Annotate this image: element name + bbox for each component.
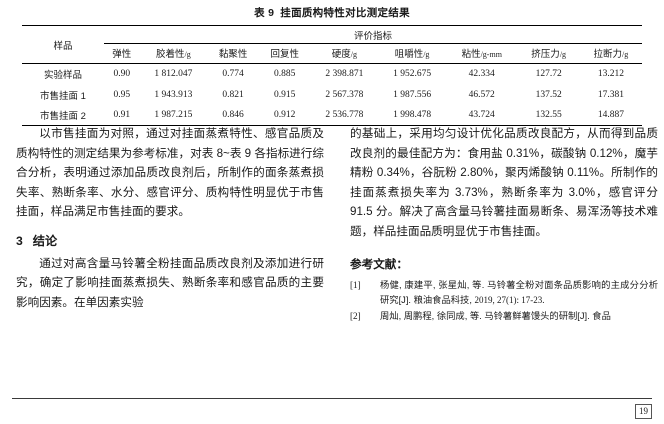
- row-1-col-1: 1 943.913: [154, 89, 193, 100]
- row-1-col-3: 0.915: [274, 89, 296, 100]
- header-col-3-label: 回复性: [270, 49, 299, 60]
- row-1-col-2: 0.821: [222, 89, 244, 100]
- table-body: 实验样品 0.90 1 812.047 0.774 0.885 2 398.87…: [22, 64, 642, 127]
- row-0-col-2: 0.774: [222, 69, 244, 80]
- row-0-col-7: 127.72: [535, 69, 562, 80]
- row-2-col-2: 0.846: [207, 104, 259, 127]
- section-number: 3: [16, 233, 23, 248]
- row-0-col-3: 0.885: [274, 69, 296, 80]
- reference-number: [1]: [350, 279, 361, 290]
- header-col-6-label: 粘性: [461, 49, 481, 60]
- table-header-row-sub: 弹性 胶着性/g 黏聚性 回复性 硬度/g 咀嚼性/g 粘性/g-mm 挤压力/…: [22, 43, 642, 64]
- row-2-col-1: 1 987.215: [139, 104, 208, 127]
- section-heading-conclusion: 3 结论: [16, 232, 324, 252]
- table-head: 样品 评价指标 弹性 胶着性/g 黏聚性 回复性 硬度/g 咀嚼性/g 粘性/g…: [22, 25, 642, 64]
- row-2-col-7: 132.55: [517, 104, 580, 127]
- header-col-4: 硬度/g: [310, 43, 379, 64]
- row-2-col-4: 2 536.778: [310, 104, 379, 127]
- header-col-1: 胶着性/g: [139, 43, 208, 64]
- header-col-8-label: 拉断力: [593, 49, 623, 60]
- row-1-col-0: 0.95: [113, 89, 131, 100]
- header-evaluation-index: 评价指标: [104, 25, 642, 44]
- header-col-4-unit: /g: [350, 50, 357, 59]
- left-column: 以市售挂面为对照，通过对挂面蒸煮特性、感官品质及质构特性的测定结果为参考标准，对…: [16, 124, 324, 392]
- texture-properties-table: 样品 评价指标 弹性 胶着性/g 黏聚性 回复性 硬度/g 咀嚼性/g 粘性/g…: [22, 25, 642, 127]
- page-number: 19: [635, 404, 652, 419]
- header-col-8: 拉断力/g: [579, 43, 642, 64]
- row-2-col-0: 0.91: [104, 104, 140, 127]
- references-list: [1] 杨健, 康建平, 张星灿, 等. 马铃薯全粉对面条品质影响的主成分分析研…: [350, 278, 658, 325]
- header-col-7-unit: /g: [559, 50, 567, 59]
- references-heading: 参考文献：: [350, 257, 408, 271]
- row-0-col-0: 0.90: [113, 69, 131, 80]
- header-col-8-unit: /g: [622, 50, 629, 59]
- table-row: 市售挂面 1 0.95 1 943.913 0.821 0.915 2 567.…: [22, 84, 642, 104]
- right-column: 的基础上，采用均匀设计优化品质改良配方，从而得到品质改良剂的最佳配方为：食用盐 …: [350, 124, 658, 392]
- header-col-1-unit: /g: [184, 50, 191, 59]
- header-col-2-label: 黏聚性: [218, 49, 248, 60]
- list-item: [1] 杨健, 康建平, 张星灿, 等. 马铃薯全粉对面条品质影响的主成分分析研…: [350, 278, 658, 309]
- table-caption-number: 表 9: [254, 7, 275, 19]
- row-1-col-4: 2 567.378: [325, 89, 364, 100]
- reference-number: [2]: [350, 311, 361, 322]
- header-col-1-label: 胶着性: [156, 49, 185, 60]
- row-1-col-8: 17.381: [597, 89, 624, 100]
- right-paragraph-1: 的基础上，采用均匀设计优化品质改良配方，从而得到品质改良剂的最佳配方为：食用盐 …: [350, 127, 658, 238]
- row-1-col-7: 137.52: [535, 89, 562, 100]
- header-col-6: 粘性/g-mm: [445, 43, 518, 64]
- table-row: 市售挂面 2 0.91 1 987.215 0.846 0.912 2 536.…: [22, 104, 642, 127]
- row-2-name: 市售挂面 2: [22, 104, 104, 127]
- header-col-2: 黏聚性: [207, 43, 259, 64]
- row-2-col-6: 43.724: [445, 104, 518, 127]
- footer-divider: [12, 398, 652, 399]
- header-col-7: 挤压力/g: [517, 43, 580, 64]
- reference-title: 杨健, 康建平, 张星灿, 等. 马铃薯全粉对面条品质影响的主成分分析研究[J]…: [380, 279, 658, 305]
- header-col-7-label: 挤压力: [531, 49, 560, 60]
- table-caption: 表 9 挂面质构特性对比测定结果: [0, 0, 664, 25]
- header-col-0-label: 弹性: [112, 49, 132, 60]
- row-0-col-8: 13.212: [597, 69, 624, 80]
- header-col-0: 弹性: [104, 43, 140, 64]
- header-col-5: 咀嚼性/g: [378, 43, 446, 64]
- row-0-col-1: 1 812.047: [154, 69, 193, 80]
- row-2-col-5: 1 998.478: [378, 104, 446, 127]
- row-1-name: 市售挂面 1: [40, 90, 86, 102]
- reference-text: 周灿, 周鹏程, 徐同成, 等. 马铃薯鲜薯馒头的研制[J]. 食品: [380, 309, 658, 324]
- table-header-row-group: 样品 评价指标: [22, 25, 642, 64]
- left-paragraph-2: 通过对高含量马铃薯全粉挂面品质改良剂及添加进行研究，确定了影响挂面蒸煮损失、熟断…: [16, 256, 324, 309]
- list-item: [2] 周灿, 周鹏程, 徐同成, 等. 马铃薯鲜薯馒头的研制[J]. 食品: [350, 309, 658, 324]
- reference-source: 2019, 27(1): 17-23.: [474, 294, 545, 305]
- header-col-6-unit: /g-mm: [480, 50, 502, 59]
- header-col-4-label: 硬度: [331, 49, 351, 60]
- reference-text: 杨健, 康建平, 张星灿, 等. 马铃薯全粉对面条品质影响的主成分分析研究[J]…: [380, 278, 658, 309]
- header-col-5-label: 咀嚼性: [394, 49, 424, 60]
- section-title: 结论: [32, 233, 58, 248]
- table-caption-text: 挂面质构特性对比测定结果: [280, 7, 410, 19]
- row-2-col-3: 0.912: [258, 104, 311, 127]
- table-row: 实验样品 0.90 1 812.047 0.774 0.885 2 398.87…: [22, 64, 642, 85]
- header-col-5-unit: /g: [423, 50, 430, 59]
- body-columns: 以市售挂面为对照，通过对挂面蒸煮特性、感官品质及质构特性的测定结果为参考标准，对…: [0, 124, 664, 392]
- row-0-col-5: 1 952.675: [393, 69, 432, 80]
- row-1-col-6: 46.572: [468, 89, 495, 100]
- row-2-col-8: 14.887: [579, 104, 642, 127]
- row-0-name: 实验样品: [43, 70, 82, 82]
- reference-title: 周灿, 周鹏程, 徐同成, 等. 马铃薯鲜薯馒头的研制[J]. 食品: [380, 311, 611, 322]
- header-sample: 样品: [22, 25, 104, 64]
- left-paragraph-1: 以市售挂面为对照，通过对挂面蒸煮特性、感官品质及质构特性的测定结果为参考标准，对…: [16, 127, 324, 219]
- row-1-col-5: 1 987.556: [393, 89, 432, 100]
- row-0-col-6: 42.334: [468, 69, 495, 80]
- header-col-3: 回复性: [258, 43, 311, 64]
- row-0-col-4: 2 398.871: [325, 69, 364, 80]
